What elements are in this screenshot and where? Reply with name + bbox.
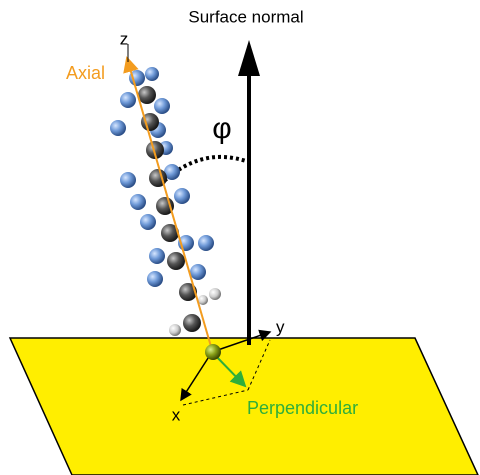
x-label: x xyxy=(172,405,181,424)
phi-label: φ xyxy=(212,112,231,145)
z-label: z xyxy=(120,29,129,48)
y-label: y xyxy=(276,317,285,336)
surface xyxy=(10,338,478,475)
surface-normal-arrow xyxy=(238,40,260,345)
molecule xyxy=(110,67,221,336)
surface-normal-label: Surface normal xyxy=(188,7,303,26)
axial-label: Axial xyxy=(66,63,105,83)
diagram: Surface normal z Axial φ y x Perpendicul… xyxy=(0,0,480,475)
perpendicular-label: Perpendicular xyxy=(247,398,358,418)
